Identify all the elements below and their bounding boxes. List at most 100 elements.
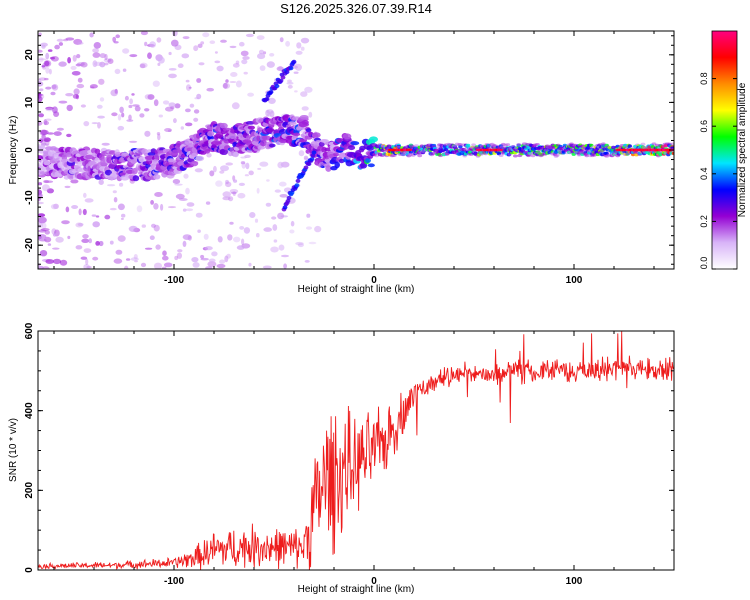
heatmap-noise-blob [52,258,62,265]
heatmap-noise-blob [243,71,248,75]
heatmap-noise-blob [65,93,74,97]
heatmap-noise-blob [300,46,305,51]
heatmap-noise-blob [225,181,232,188]
heatmap-ridge-blob [369,136,378,143]
colorbar-ticks: 0.0 0.2 0.4 0.6 0.8 [699,72,737,270]
heatmap-ridge-blob [257,145,266,150]
heatmap-noise-blob [42,184,50,192]
y-tick-label: 600 [24,322,35,339]
heatmap-noise-blob [153,224,160,232]
heatmap-ridge-core [407,148,412,152]
heatmap-noise-blob [99,61,106,68]
heatmap-noise-blob [66,104,73,112]
heatmap-branch-blob [311,150,317,155]
heatmap-ridge-blob [247,125,255,130]
heatmap-noise-blob [98,240,104,247]
heatmap-noise-blob [77,222,84,227]
heatmap-noise-blob [117,125,125,131]
heatmap-branch-blob [303,165,309,170]
heatmap-noise-blob [44,180,54,183]
snr-ylabel: SNR (10 * v/v) [8,418,19,482]
heatmap-noise-blob [177,63,184,68]
heatmap-ridge-halo [601,142,606,146]
heatmap-noise-blob [110,89,118,97]
heatmap-noise-blob [304,260,310,263]
heatmap-noise-blob [279,194,288,198]
heatmap-noise-blob [80,256,88,260]
heatmap-noise-blob [235,60,240,65]
heatmap-noise-blob [308,241,317,245]
heatmap-noise-blob [119,106,124,114]
heatmap-noise-blob [38,265,45,269]
heatmap-noise-blob [242,56,250,60]
heatmap-noise-blob [156,37,162,43]
heatmap-noise-blob [38,197,41,202]
heatmap-noise-blob [129,140,138,143]
heatmap-noise-blob [293,71,299,74]
heatmap-noise-blob [241,238,245,245]
heatmap-noise-blob [95,241,100,246]
heatmap-noise-blob [233,236,241,243]
heatmap-noise-blob [67,57,71,64]
heatmap-noise-blob [122,68,127,72]
heatmap-noise-blob [149,41,157,48]
x-tick-label: -100 [164,275,184,286]
heatmap-noise-blob [91,122,99,125]
heatmap-noise-blob [92,256,99,261]
heatmap-noise-blob [255,233,260,238]
heatmap-noise-blob [91,214,97,217]
heatmap-ridge-blob [265,127,275,133]
heatmap-noise-blob [227,234,233,241]
heatmap-noise-blob [82,234,89,239]
heatmap-noise-blob [167,206,177,209]
heatmap-branch-blob [282,205,288,210]
heatmap-noise-blob [92,48,99,53]
heatmap-branch-blob [294,183,300,188]
heatmap-noise-blob [243,227,251,234]
heatmap-noise-blob [272,224,278,231]
heatmap-noise-blob [58,100,68,104]
heatmap-noise-blob [214,60,221,64]
heatmap-noise-blob [178,198,188,201]
heatmap-noise-blob [232,191,236,196]
heatmap-noise-blob [185,79,190,83]
heatmap-noise-blob [308,111,313,118]
heatmap-noise-blob [98,179,104,185]
heatmap-ridge-blob [195,155,205,162]
heatmap-noise-blob [128,225,138,232]
snr-series-line [38,331,674,570]
heatmap-noise-blob [113,41,119,44]
colorbar: 0.0 0.2 0.4 0.6 0.8 Normalized spectral ampl… [699,30,748,270]
colorbar-tick-label: 0.6 [699,120,709,133]
heatmap-noise-blob [38,201,44,205]
heatmap-noise-blob [257,167,262,170]
heatmap-ridge-halo [640,142,646,146]
heatmap-noise-blob [182,36,190,40]
heatmap-noise-blob [58,42,64,46]
colorbar-label: Normalized spectral amplitude [737,82,748,217]
heatmap-noise-blob [38,77,47,81]
heatmap-ridge-blob [611,145,616,150]
heatmap-noise-blob [115,249,123,255]
heatmap-ridge-blob [318,141,325,147]
heatmap-noise-blob [224,255,229,263]
heatmap-noise-blob [44,60,50,67]
heatmap-noise-blob [83,121,90,127]
heatmap-ridge-blob [114,151,123,158]
heatmap-noise-blob [245,33,254,38]
heatmap-noise-blob [182,234,192,241]
heatmap-ridge-blob [299,115,309,120]
heatmap-ridge-blob [132,175,140,182]
heatmap-noise-blob [174,183,183,186]
heatmap-ridge-blob [627,144,632,148]
heatmap-noise-blob [70,179,79,184]
heatmap-noise-blob [46,188,55,194]
heatmap-noise-blob [38,95,43,103]
heatmap-ridge-blob [334,161,341,169]
heatmap-ridge-blob [350,141,360,146]
heatmap-noise-blob [141,224,146,228]
heatmap-noise-blob [193,109,200,114]
heatmap-noise-blob [200,254,205,259]
heatmap-noise-blob [133,254,138,260]
